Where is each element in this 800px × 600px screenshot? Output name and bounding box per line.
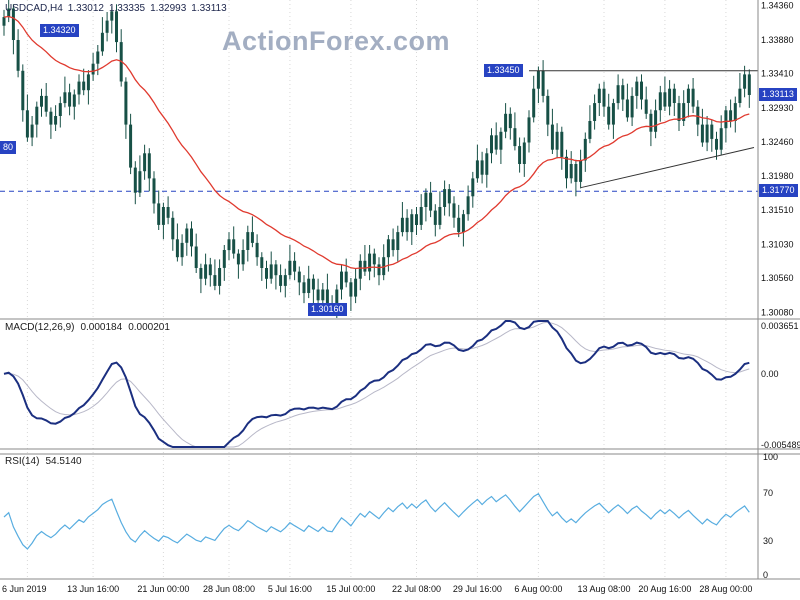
svg-text:29 Jul 16:00: 29 Jul 16:00 bbox=[453, 584, 502, 594]
svg-text:100: 100 bbox=[763, 452, 778, 462]
watermark-logo: ActionForex.com bbox=[222, 26, 451, 56]
svg-text:0.00: 0.00 bbox=[761, 369, 779, 379]
svg-text:6 Jun 2019: 6 Jun 2019 bbox=[2, 584, 47, 594]
svg-text:1.31980: 1.31980 bbox=[761, 171, 794, 181]
rsi-label-text: RSI(14) bbox=[5, 456, 40, 467]
svg-text:21 Jun 00:00: 21 Jun 00:00 bbox=[137, 584, 189, 594]
price-label-resistance: 1.33450 bbox=[484, 64, 523, 77]
svg-text:13 Aug 08:00: 13 Aug 08:00 bbox=[577, 584, 630, 594]
high-value: 1.33335 bbox=[108, 3, 146, 14]
macd-signal-value: 0.000201 bbox=[128, 322, 170, 333]
svg-text:70: 70 bbox=[763, 488, 773, 498]
support-price-badge: 1.31770 bbox=[759, 184, 798, 197]
svg-text:1.34360: 1.34360 bbox=[761, 1, 794, 11]
price-label-high: 1.34320 bbox=[40, 24, 79, 37]
svg-text:1.30560: 1.30560 bbox=[761, 273, 794, 283]
svg-text:1.31030: 1.31030 bbox=[761, 239, 794, 249]
svg-text:0.003651: 0.003651 bbox=[761, 321, 799, 331]
svg-text:1.31510: 1.31510 bbox=[761, 205, 794, 215]
svg-text:-0.005489: -0.005489 bbox=[761, 440, 800, 450]
svg-text:6 Aug 00:00: 6 Aug 00:00 bbox=[514, 584, 562, 594]
low-value: 1.32993 bbox=[150, 3, 187, 14]
macd-label-text: MACD(12,26,9) bbox=[5, 322, 75, 333]
svg-text:20 Aug 16:00: 20 Aug 16:00 bbox=[638, 584, 691, 594]
svg-text:30: 30 bbox=[763, 536, 773, 546]
svg-text:13 Jun 16:00: 13 Jun 16:00 bbox=[67, 584, 119, 594]
macd-main-value: 0.000184 bbox=[80, 322, 123, 333]
price-label-low: 1.30160 bbox=[308, 303, 347, 316]
rsi-indicator-header: RSI(14) 54.5140 bbox=[5, 456, 88, 467]
current-price-badge: 1.33113 bbox=[759, 88, 797, 101]
svg-text:28 Aug 00:00: 28 Aug 00:00 bbox=[699, 584, 752, 594]
svg-text:1.33880: 1.33880 bbox=[761, 35, 794, 45]
svg-text:1.30080: 1.30080 bbox=[761, 307, 794, 317]
svg-text:5 Jul 16:00: 5 Jul 16:00 bbox=[268, 584, 312, 594]
open-value: 1.33012 bbox=[67, 3, 104, 14]
ohlc-header: USDCAD,H4 1.33012 1.33335 1.32993 1.33113 bbox=[5, 3, 232, 14]
svg-text:1.33410: 1.33410 bbox=[761, 69, 794, 79]
svg-text:1.32930: 1.32930 bbox=[761, 103, 794, 113]
symbol-timeframe: USDCAD,H4 bbox=[5, 3, 63, 14]
svg-text:1.32460: 1.32460 bbox=[761, 137, 794, 147]
svg-text:28 Jun 08:00: 28 Jun 08:00 bbox=[203, 584, 255, 594]
svg-text:15 Jul 00:00: 15 Jul 00:00 bbox=[326, 584, 375, 594]
svg-text:0: 0 bbox=[763, 570, 768, 580]
rsi-value: 54.5140 bbox=[45, 456, 82, 467]
close-value: 1.33113 bbox=[191, 3, 227, 14]
svg-text:22 Jul 08:00: 22 Jul 08:00 bbox=[392, 584, 441, 594]
macd-indicator-header: MACD(12,26,9) 0.000184 0.000201 bbox=[5, 322, 176, 333]
left-partial-price-badge: 80 bbox=[0, 141, 17, 154]
